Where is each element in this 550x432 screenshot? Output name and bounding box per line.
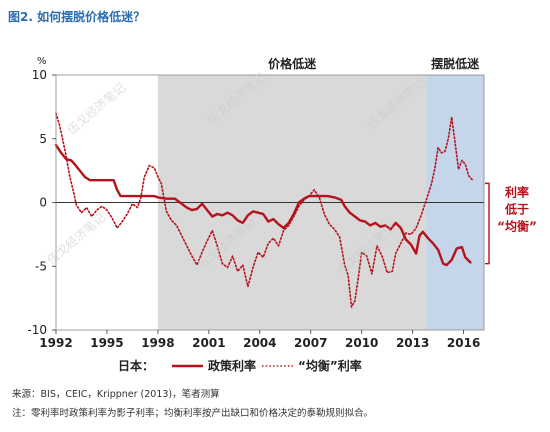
equilibrium-rate-line bbox=[55, 112, 473, 308]
y-axis-label: % bbox=[37, 56, 47, 67]
region-label: 价格低迷 bbox=[268, 56, 317, 71]
x-tick-label: 2010 bbox=[345, 336, 378, 350]
legend-label: 政策利率 bbox=[208, 358, 256, 373]
legend-prefix: 日本： bbox=[118, 358, 154, 373]
legend-label: “均衡”利率 bbox=[298, 358, 362, 373]
annotation-text: 利率 bbox=[505, 184, 529, 199]
y-tick-label: 5 bbox=[39, 132, 47, 146]
x-tick-label: 1995 bbox=[90, 336, 123, 350]
footnote: 注：零利率时政策利率为影子利率；均衡利率按产出缺口和价格决定的泰勒规则拟合。 bbox=[12, 408, 374, 419]
x-tick-label: 2007 bbox=[294, 336, 327, 350]
policy-rate-line bbox=[54, 143, 472, 267]
annotation-text: “均衡” bbox=[497, 218, 537, 233]
y-tick-label: 0 bbox=[39, 196, 47, 210]
source-note: 来源：BIS，CEIC，Krippner (2013)，笔者测算 bbox=[12, 389, 220, 400]
region-label: 摆脱低迷 bbox=[431, 56, 480, 71]
x-tick-label: 2004 bbox=[243, 336, 276, 350]
x-tick-label: 2013 bbox=[396, 336, 429, 350]
y-tick-label: -5 bbox=[35, 259, 47, 273]
x-tick-label: 1992 bbox=[39, 336, 72, 350]
x-tick-label: 1998 bbox=[141, 336, 174, 350]
x-tick-label: 2016 bbox=[447, 336, 480, 350]
y-tick-label: 10 bbox=[32, 68, 47, 82]
y-tick-label: -10 bbox=[27, 323, 47, 337]
annotation-bracket bbox=[485, 182, 490, 265]
figure-title: 图2. 如何摆脱价格低迷？ bbox=[8, 10, 146, 24]
annotation-text: 低于 bbox=[504, 201, 529, 216]
x-tick-label: 2001 bbox=[192, 336, 225, 350]
